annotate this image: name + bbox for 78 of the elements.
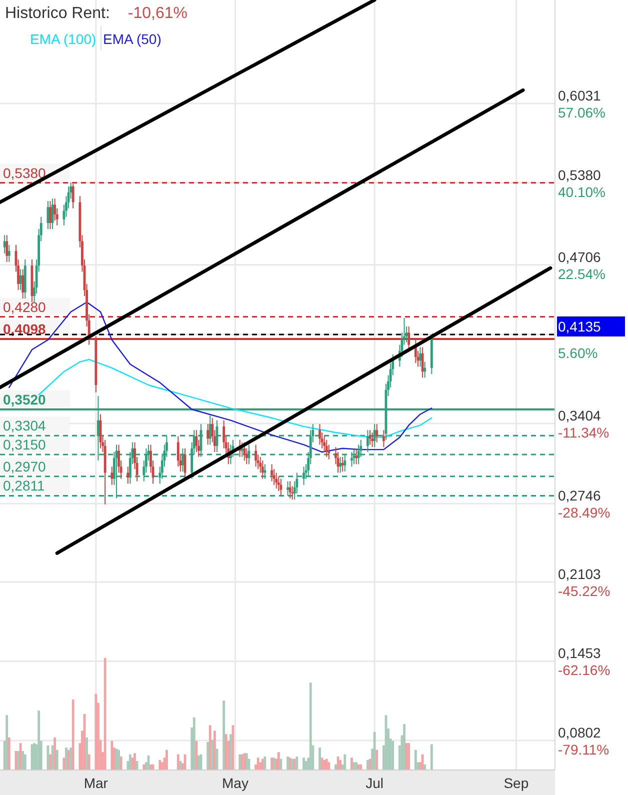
- ref-line-label: 0,4098: [3, 320, 46, 337]
- bar: [118, 750, 120, 770]
- ref-line-label: 0,5380: [3, 164, 46, 181]
- bar: [286, 756, 289, 770]
- bar: [344, 754, 346, 770]
- bar: [339, 760, 342, 770]
- bar: [270, 758, 273, 770]
- bar: [302, 758, 305, 770]
- bar: [211, 740, 214, 770]
- y2-tick-label: -28.49%: [558, 504, 610, 521]
- bar: [179, 761, 182, 770]
- ref-line-label: 0,4280: [3, 298, 46, 315]
- bar: [296, 756, 298, 770]
- bar: [350, 758, 353, 770]
- bar: [222, 700, 226, 770]
- bar: [206, 742, 210, 770]
- bar: [264, 756, 266, 770]
- bar: [318, 748, 321, 770]
- bar: [213, 730, 216, 770]
- y2-tick-label: -62.16%: [558, 662, 610, 678]
- bar: [166, 750, 168, 770]
- y2-tick-label: -11.34%: [558, 424, 610, 440]
- bar: [198, 755, 200, 770]
- y2-tick-label: 57.06%: [558, 104, 606, 120]
- y-tick-label: 0,4706: [558, 248, 602, 265]
- bar: [424, 764, 426, 770]
- bar: [158, 760, 162, 770]
- bar: [229, 734, 232, 770]
- bar: [414, 750, 417, 770]
- bar: [366, 760, 369, 770]
- bar: [373, 732, 376, 770]
- bar: [94, 694, 98, 770]
- bar: [355, 762, 358, 770]
- bar: [430, 744, 433, 770]
- bar: [334, 764, 337, 770]
- bar: [208, 725, 212, 770]
- ref-line-label: 0,2970: [3, 458, 46, 474]
- y-tick-label: 0,2746: [558, 488, 602, 504]
- bar: [328, 762, 330, 770]
- y2-tick-label: -45.22%: [558, 582, 610, 599]
- y-tick-label: 0,5380: [558, 166, 602, 183]
- y-tick-label: 0,6031: [558, 87, 602, 104]
- bar: [360, 764, 362, 770]
- y-tick-label: 0,0802: [558, 724, 602, 741]
- x-tick-label: May: [222, 775, 248, 791]
- text: EMA (50): [103, 31, 162, 47]
- y2-tick-label: 40.10%: [558, 184, 606, 200]
- x-tick-label: Sep: [504, 775, 529, 791]
- y2-tick-label: 22.54%: [558, 266, 606, 282]
- ref-line-label: 0,3150: [3, 436, 46, 452]
- bar: [376, 750, 378, 770]
- x-tick-label: Jul: [366, 775, 384, 791]
- bar: [128, 754, 132, 770]
- bar: [403, 724, 406, 770]
- ref-line-label: 0,3304: [3, 418, 46, 434]
- bar: [195, 740, 198, 770]
- bar: [110, 740, 114, 770]
- ref-line-label: 0,2811: [3, 478, 45, 494]
- chart-title: Historico Rent:: [5, 5, 110, 22]
- bar: [280, 758, 282, 770]
- y-tick-label: 0,2103: [558, 566, 602, 582]
- bar: [192, 717, 196, 770]
- bar: [104, 658, 106, 770]
- x-tick-label: Mar: [84, 775, 108, 791]
- bar: [392, 740, 394, 770]
- y-tick-label: 0,3404: [558, 408, 602, 424]
- bar: [408, 743, 410, 770]
- text: EMA (100): [30, 31, 96, 47]
- ref-line-label: 0,3520: [3, 391, 46, 408]
- bar: [134, 753, 136, 770]
- y2-tick-label: 5.60%: [558, 345, 598, 362]
- bar: [309, 682, 312, 770]
- bar: [150, 764, 152, 770]
- chart-subtitle: -10,61%: [128, 5, 188, 22]
- y2-tick-label: -79.11%: [558, 741, 610, 758]
- bar: [277, 752, 280, 770]
- y-tick-label: 0,4135: [558, 318, 602, 334]
- y-tick-label: 0,1453: [558, 645, 602, 662]
